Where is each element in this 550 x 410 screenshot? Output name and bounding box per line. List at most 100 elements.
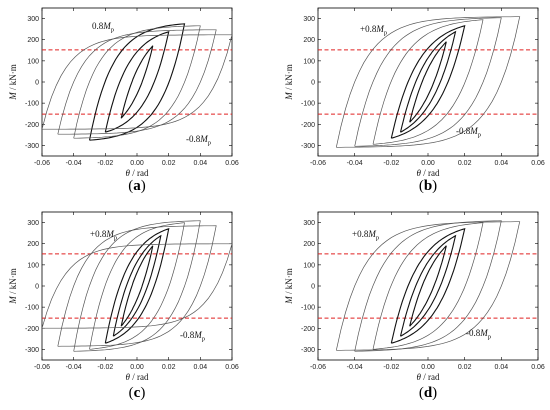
- hysteresis-curves: [335, 16, 521, 148]
- chart-panel-b: -0.06 -0.04 -0.02 0.00 0.02 0.04 0.06 -300 -200 -…: [284, 7, 545, 194]
- positive-reference-label: +0.8Mp: [90, 229, 117, 242]
- hysteresis-loop: [88, 23, 186, 141]
- y-axis-label: M / kN·m: [284, 268, 294, 305]
- x-tick-label: -0.06: [34, 364, 50, 371]
- x-tick-label: -0.04: [347, 160, 363, 167]
- hysteresis-loop: [73, 220, 201, 352]
- y-tick-label: 200: [27, 241, 39, 248]
- y-axis-label: M / kN·m: [8, 268, 18, 305]
- y-tick-label: 100: [303, 262, 315, 269]
- y-tick-label: -200: [301, 326, 315, 333]
- y-tick-label: -200: [301, 122, 315, 129]
- plot-frame: [317, 7, 539, 157]
- hysteresis-loop: [104, 30, 170, 133]
- y-tick-label: -200: [25, 122, 39, 129]
- chart-panel-a: -0.06 -0.04 -0.02 0.00 0.02 0.04 0.06 -300 -200 -…: [8, 7, 239, 194]
- x-tick-label: 0.02: [458, 364, 472, 371]
- y-tick-label: -100: [301, 101, 315, 108]
- x-tick-label: -0.02: [383, 364, 399, 371]
- y-tick-label: 0: [311, 80, 315, 87]
- hysteresis-loop: [409, 41, 447, 123]
- hysteresis-loop: [335, 221, 521, 351]
- y-tick-label: -300: [25, 347, 39, 354]
- panel-label: (c): [129, 385, 146, 401]
- y-tick-label: 200: [303, 37, 315, 44]
- x-tick-label: 0.00: [421, 160, 435, 167]
- panel-label: (a): [128, 178, 146, 194]
- hysteresis-loop: [390, 25, 466, 139]
- y-tick-label: 100: [303, 58, 315, 65]
- negative-reference-label: -0.8Mp: [180, 330, 205, 343]
- x-tick-label: -0.02: [97, 160, 113, 167]
- y-tick-label: -100: [301, 305, 315, 312]
- hysteresis-loop: [399, 30, 457, 133]
- hysteresis-loop: [120, 245, 154, 327]
- positive-reference-label: +0.8Mp: [360, 24, 387, 37]
- x-axis-label: θ / rad: [417, 168, 440, 178]
- hysteresis-curves: [335, 220, 521, 352]
- y-tick-label: 0: [311, 284, 315, 291]
- hysteresis-loop: [372, 19, 484, 145]
- x-tick-label: 0.02: [162, 364, 176, 371]
- x-tick-label: -0.02: [97, 364, 113, 371]
- y-tick-label: 300: [303, 220, 315, 227]
- y-tick-label: 200: [27, 37, 39, 44]
- y-tick-label: -100: [25, 101, 39, 108]
- hysteresis-loop: [73, 25, 201, 139]
- y-tick-label: -300: [301, 347, 315, 354]
- chart-panel-d: -0.06 -0.04 -0.02 0.00 0.02 0.04 0.06 -300 -200 -…: [284, 211, 545, 401]
- x-axis-label: θ / rad: [126, 372, 149, 382]
- y-axis-label: M / kN·m: [284, 64, 294, 101]
- hysteresis-loop: [120, 45, 154, 119]
- positive-reference-label: 0.8Mp: [92, 21, 114, 34]
- x-axis-label: θ / rad: [417, 372, 440, 382]
- x-tick-label: -0.06: [34, 160, 50, 167]
- x-axis-label: θ / rad: [126, 168, 149, 178]
- y-tick-label: 100: [27, 58, 39, 65]
- hysteresis-loop: [390, 228, 466, 344]
- y-tick-label: 300: [303, 16, 315, 23]
- y-tick-label: 100: [27, 262, 39, 269]
- hysteresis-loop: [112, 234, 162, 337]
- x-tick-label: 0.04: [495, 364, 509, 371]
- x-tick-label: -0.04: [66, 364, 82, 371]
- hysteresis-loop: [354, 17, 502, 147]
- x-tick-label: -0.06: [310, 160, 326, 167]
- hysteresis-curves: [42, 23, 232, 141]
- negative-reference-label: -0.8Mp: [466, 328, 491, 341]
- y-tick-label: -300: [301, 143, 315, 150]
- x-tick-label: 0.02: [458, 160, 472, 167]
- x-tick-label: 0.02: [162, 160, 176, 167]
- x-tick-label: 0.06: [225, 160, 239, 167]
- x-tick-label: -0.02: [383, 160, 399, 167]
- y-tick-label: 0: [35, 284, 39, 291]
- x-tick-label: 0.00: [421, 364, 435, 371]
- plot-frame: [317, 211, 539, 361]
- chart-panel-c: -0.06 -0.04 -0.02 0.00 0.02 0.04 0.06 -300 -200 -…: [8, 211, 239, 401]
- panel-label: (b): [419, 178, 437, 194]
- hysteresis-loop: [372, 222, 484, 350]
- x-tick-label: 0.00: [130, 364, 144, 371]
- hysteresis-loop: [335, 16, 521, 148]
- hysteresis-loop: [42, 243, 232, 329]
- hysteresis-loop: [57, 225, 217, 347]
- negative-reference-label: -0.8Mp: [186, 134, 211, 147]
- panel-label: (d): [419, 385, 437, 401]
- hysteresis-loop: [89, 222, 185, 350]
- hysteresis-loop: [42, 34, 232, 130]
- hysteresis-loop: [409, 245, 447, 327]
- x-tick-label: 0.00: [130, 160, 144, 167]
- positive-reference-label: +0.8Mp: [352, 229, 379, 242]
- x-tick-label: 0.04: [495, 160, 509, 167]
- x-tick-label: -0.06: [310, 364, 326, 371]
- x-tick-label: 0.04: [194, 364, 208, 371]
- x-tick-label: 0.06: [225, 364, 239, 371]
- y-tick-label: -200: [25, 326, 39, 333]
- x-tick-label: 0.06: [531, 160, 545, 167]
- y-tick-label: 0: [35, 80, 39, 87]
- x-tick-label: 0.06: [531, 364, 545, 371]
- y-tick-label: 300: [27, 16, 39, 23]
- y-axis-label: M / kN·m: [8, 64, 18, 101]
- hysteresis-loop: [399, 234, 457, 337]
